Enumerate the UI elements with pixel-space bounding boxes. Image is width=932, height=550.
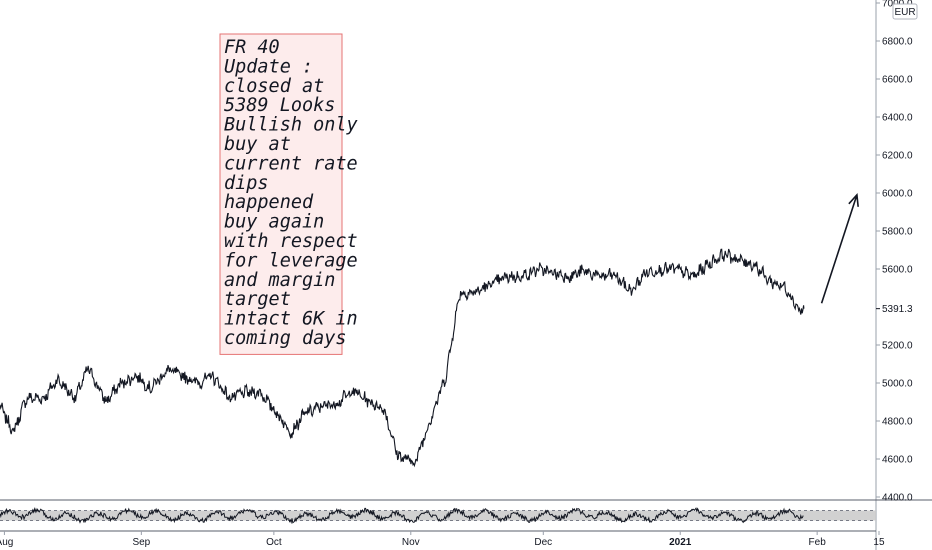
x-tick-label: Dec [534, 537, 552, 548]
indicator-line [0, 506, 804, 525]
x-tick-label: Feb [809, 537, 827, 548]
y-tick-label: 6400.0 [882, 113, 913, 124]
annotation-box [219, 33, 343, 355]
annotation-line: buy at [224, 134, 291, 155]
y-tick-label: 4600.0 [882, 455, 913, 466]
x-tick-label: 2021 [669, 537, 692, 548]
annotation-line: current rate [224, 153, 358, 174]
annotation-line: buy again [224, 212, 324, 233]
y-tick-label: 6600.0 [882, 75, 913, 86]
y-tick-label: 6200.0 [882, 151, 913, 162]
y-tick-label: 5000.0 [882, 379, 913, 390]
annotation-line: closed at [224, 76, 324, 97]
trend-arrow[interactable] [820, 193, 859, 304]
y-tick-label: 5800.0 [882, 227, 913, 238]
annotation-line: coming days [224, 328, 347, 349]
x-tick-label: Nov [402, 537, 420, 548]
annotation-line: 5389 Looks [224, 95, 335, 116]
arrow-head [848, 193, 859, 207]
currency-badge [892, 3, 918, 20]
axis-badges: 5391.3 EUR [876, 3, 918, 315]
x-tick-label: Aug [0, 537, 13, 548]
y-tick-label: 5600.0 [882, 265, 913, 276]
annotation-line: and margin [224, 270, 335, 291]
x-tick-label: Sep [132, 537, 150, 548]
annotation-line: dips [224, 173, 269, 194]
y-tick-label: 6000.0 [882, 189, 913, 200]
y-tick-label: 6800.0 [882, 37, 913, 48]
annotation-line: target [224, 289, 291, 310]
y-tick-label: 4400.0 [882, 493, 913, 504]
indicator-band [0, 510, 876, 521]
indicator-pane[interactable] [0, 506, 876, 525]
annotation-line: happened [224, 192, 314, 213]
arrow-shaft [820, 194, 858, 304]
annotation-line: Bullish only [224, 115, 359, 136]
time-axis[interactable]: Aug Sep Oct Nov Dec 2021 Feb 15 [0, 530, 885, 548]
last-price-label: 5391.3 [882, 304, 913, 315]
x-tick-label: Oct [266, 537, 282, 548]
annotation-line: intact 6K in [224, 309, 358, 330]
annotation-line: Update : [224, 56, 313, 77]
currency-label: EUR [894, 7, 915, 18]
annotation-line: with respect [224, 231, 358, 252]
x-tick-label: 15 [873, 537, 885, 548]
annotation-line: FR 40 [224, 37, 280, 58]
price-line [0, 248, 805, 468]
annotation-line: for leverage [224, 250, 358, 271]
y-tick-label: 4800.0 [882, 417, 913, 428]
price-axis[interactable]: 4400.0 4600.0 4800.0 5000.0 5200.0 5600.0 5800… [876, 0, 913, 504]
y-tick-label: 5200.0 [882, 341, 913, 352]
